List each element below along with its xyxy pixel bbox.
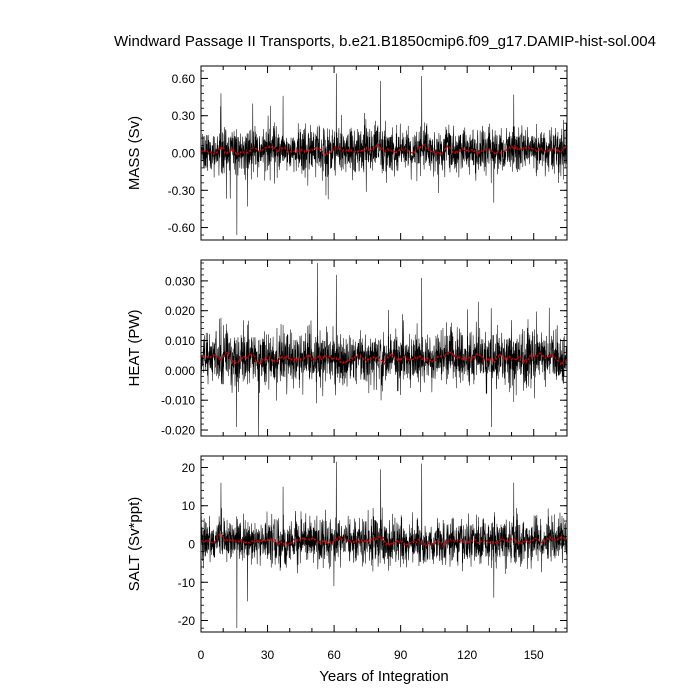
xtick-label: 60 — [327, 648, 341, 662]
panel-mass: -0.60 -0.30 0.00 0.30 0.60 MASS (Sv) — [126, 65, 568, 241]
heat-ytick-label: 0.020 — [165, 304, 195, 318]
salt-ytick-label: -10 — [178, 576, 196, 590]
salt-ytick-label: 20 — [182, 461, 196, 475]
mass-y-axis-label: MASS (Sv) — [126, 116, 143, 190]
heat-ytick-label: 0.000 — [165, 364, 195, 378]
heat-plot-frame — [200, 259, 568, 437]
heat-series-line — [201, 262, 567, 436]
salt-smoothed-line — [201, 533, 567, 548]
salt-ytick-label: 0 — [188, 538, 195, 552]
panel-heat: -0.020 -0.010 0.000 0.010 0.020 0.030 HEAT (PW… — [126, 259, 568, 438]
mass-ytick-label: 0.30 — [172, 109, 196, 123]
mass-ytick-label: 0.60 — [172, 72, 196, 86]
mass-ytick-label: 0.00 — [172, 147, 196, 161]
salt-series-line — [201, 461, 567, 629]
xtick-label: 150 — [524, 648, 544, 662]
heat-y-axis-label: HEAT (PW) — [126, 310, 143, 387]
salt-ytick-label: 10 — [182, 499, 196, 513]
heat-ytick-label: 0.030 — [165, 274, 195, 288]
mass-ytick-label: -0.30 — [168, 184, 196, 198]
heat-smoothed-line — [201, 350, 567, 366]
chart-title: Windward Passage II Transports, b.e21.B1… — [114, 33, 656, 50]
xtick-label: 120 — [457, 648, 477, 662]
heat-ytick-label: -0.020 — [161, 424, 195, 438]
mass-series-line — [201, 73, 567, 236]
heat-ytick-label: 0.010 — [165, 334, 195, 348]
mass-ytick-label: -0.60 — [168, 221, 196, 235]
salt-ytick-label: -20 — [178, 614, 196, 628]
salt-y-axis-label: SALT (Sv*ppt) — [126, 497, 143, 591]
x-axis-label: Years of Integration — [319, 668, 449, 685]
mass-smoothed-line — [201, 142, 567, 157]
xtick-label: 30 — [261, 648, 275, 662]
xtick-label: 0 — [198, 648, 205, 662]
panel-salt: -20 -10 0 10 20 SALT (Sv*ppt) 0 30 60 90 120 150 — [126, 455, 568, 662]
heat-ytick-label: -0.010 — [161, 394, 195, 408]
xtick-label: 90 — [394, 648, 408, 662]
